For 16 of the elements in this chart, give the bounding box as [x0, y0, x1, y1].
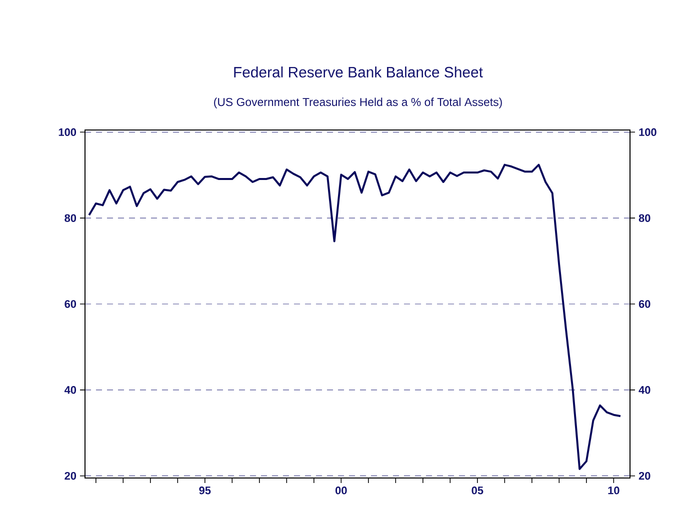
y-tick-label: 60	[638, 300, 650, 308]
x-tick-label: 00	[335, 486, 347, 494]
y2-tick-label: 80	[64, 214, 76, 222]
y2-tick-label: 100	[58, 128, 76, 136]
y-tick-label: 20	[638, 472, 650, 480]
y-tick-label: 40	[638, 386, 650, 394]
y-tick-label: 100	[639, 128, 656, 136]
x-tick-label: 10	[608, 486, 620, 494]
y2-tick-label: 40	[64, 386, 76, 394]
y-tick-label: 80	[638, 214, 650, 222]
y2-tick-label: 60	[64, 300, 76, 308]
chart-title: Federal Reserve Bank Balance Sheet	[234, 66, 483, 78]
x-tick-label: 05	[472, 486, 484, 494]
x-tick-label: 95	[199, 486, 211, 494]
y2-tick-label: 20	[64, 472, 76, 480]
chart-subtitle: (US Government Treasuries Held as a % of Total Assets)	[214, 98, 502, 108]
